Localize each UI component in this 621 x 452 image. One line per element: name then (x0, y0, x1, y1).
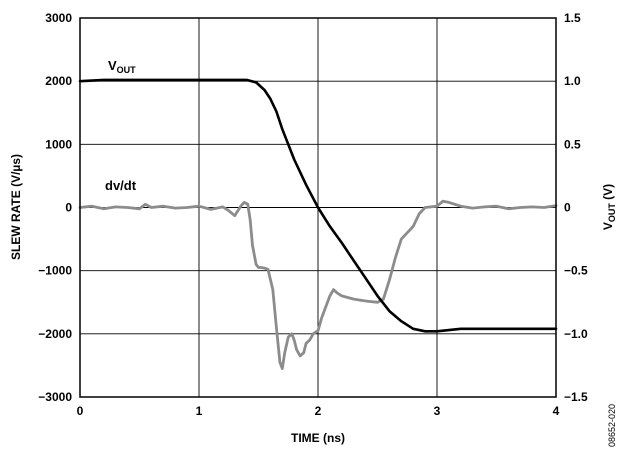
x-tick-label: 2 (315, 404, 322, 418)
x-tick-label: 3 (434, 404, 441, 418)
y-tick-label: 0 (65, 201, 72, 215)
y2-axis-title: VOUT (V) (601, 184, 617, 230)
y2-tick-label: 0.5 (564, 137, 581, 151)
x-tick-labels: 0 1 2 3 4 (77, 404, 560, 418)
vout-label-sub: OUT (117, 65, 137, 75)
y2-tick-label: −0.5 (564, 264, 588, 278)
x-tick-label: 4 (553, 404, 560, 418)
y-tick-label: 1000 (45, 137, 72, 151)
y2-tick-label: 0 (564, 201, 571, 215)
vout-series-line (78, 78, 558, 333)
y-tick-labels: 3000 2000 1000 0 −1000 −2000 −3000 (38, 11, 72, 404)
y-tick-label: −1000 (38, 264, 72, 278)
y-tick-label: −3000 (38, 390, 72, 404)
dvdt-series-line (78, 199, 558, 371)
y-tick-label: −2000 (38, 327, 72, 341)
x-tick-label: 0 (77, 404, 84, 418)
y2-axis-title-main: V (601, 222, 615, 230)
y-tick-label: 2000 (45, 74, 72, 88)
y2-tick-labels: 1.5 1.0 0.5 0 −0.5 −1.0 −1.5 (564, 11, 588, 404)
x-tick-label: 1 (196, 404, 203, 418)
y2-tick-label: −1.0 (564, 327, 588, 341)
y2-tick-label: −1.5 (564, 390, 588, 404)
y2-axis-title-sub: OUT (607, 203, 617, 223)
y-axis-title: SLEW RATE (V/µs) (9, 154, 23, 260)
figure-id: 08652-020 (607, 404, 617, 447)
y-tick-label: 3000 (45, 11, 72, 25)
vout-series-label: VOUT (108, 58, 136, 75)
plot-frame (79, 17, 557, 398)
series-layer (78, 78, 558, 371)
y2-tick-label: 1.0 (564, 74, 581, 88)
y2-tick-label: 1.5 (564, 11, 581, 25)
dvdt-series-label: dv/dt (105, 178, 137, 193)
vout-label-main: V (108, 58, 117, 73)
x-axis-title: TIME (ns) (291, 431, 345, 445)
y2-axis-title-rest: (V) (601, 184, 615, 203)
